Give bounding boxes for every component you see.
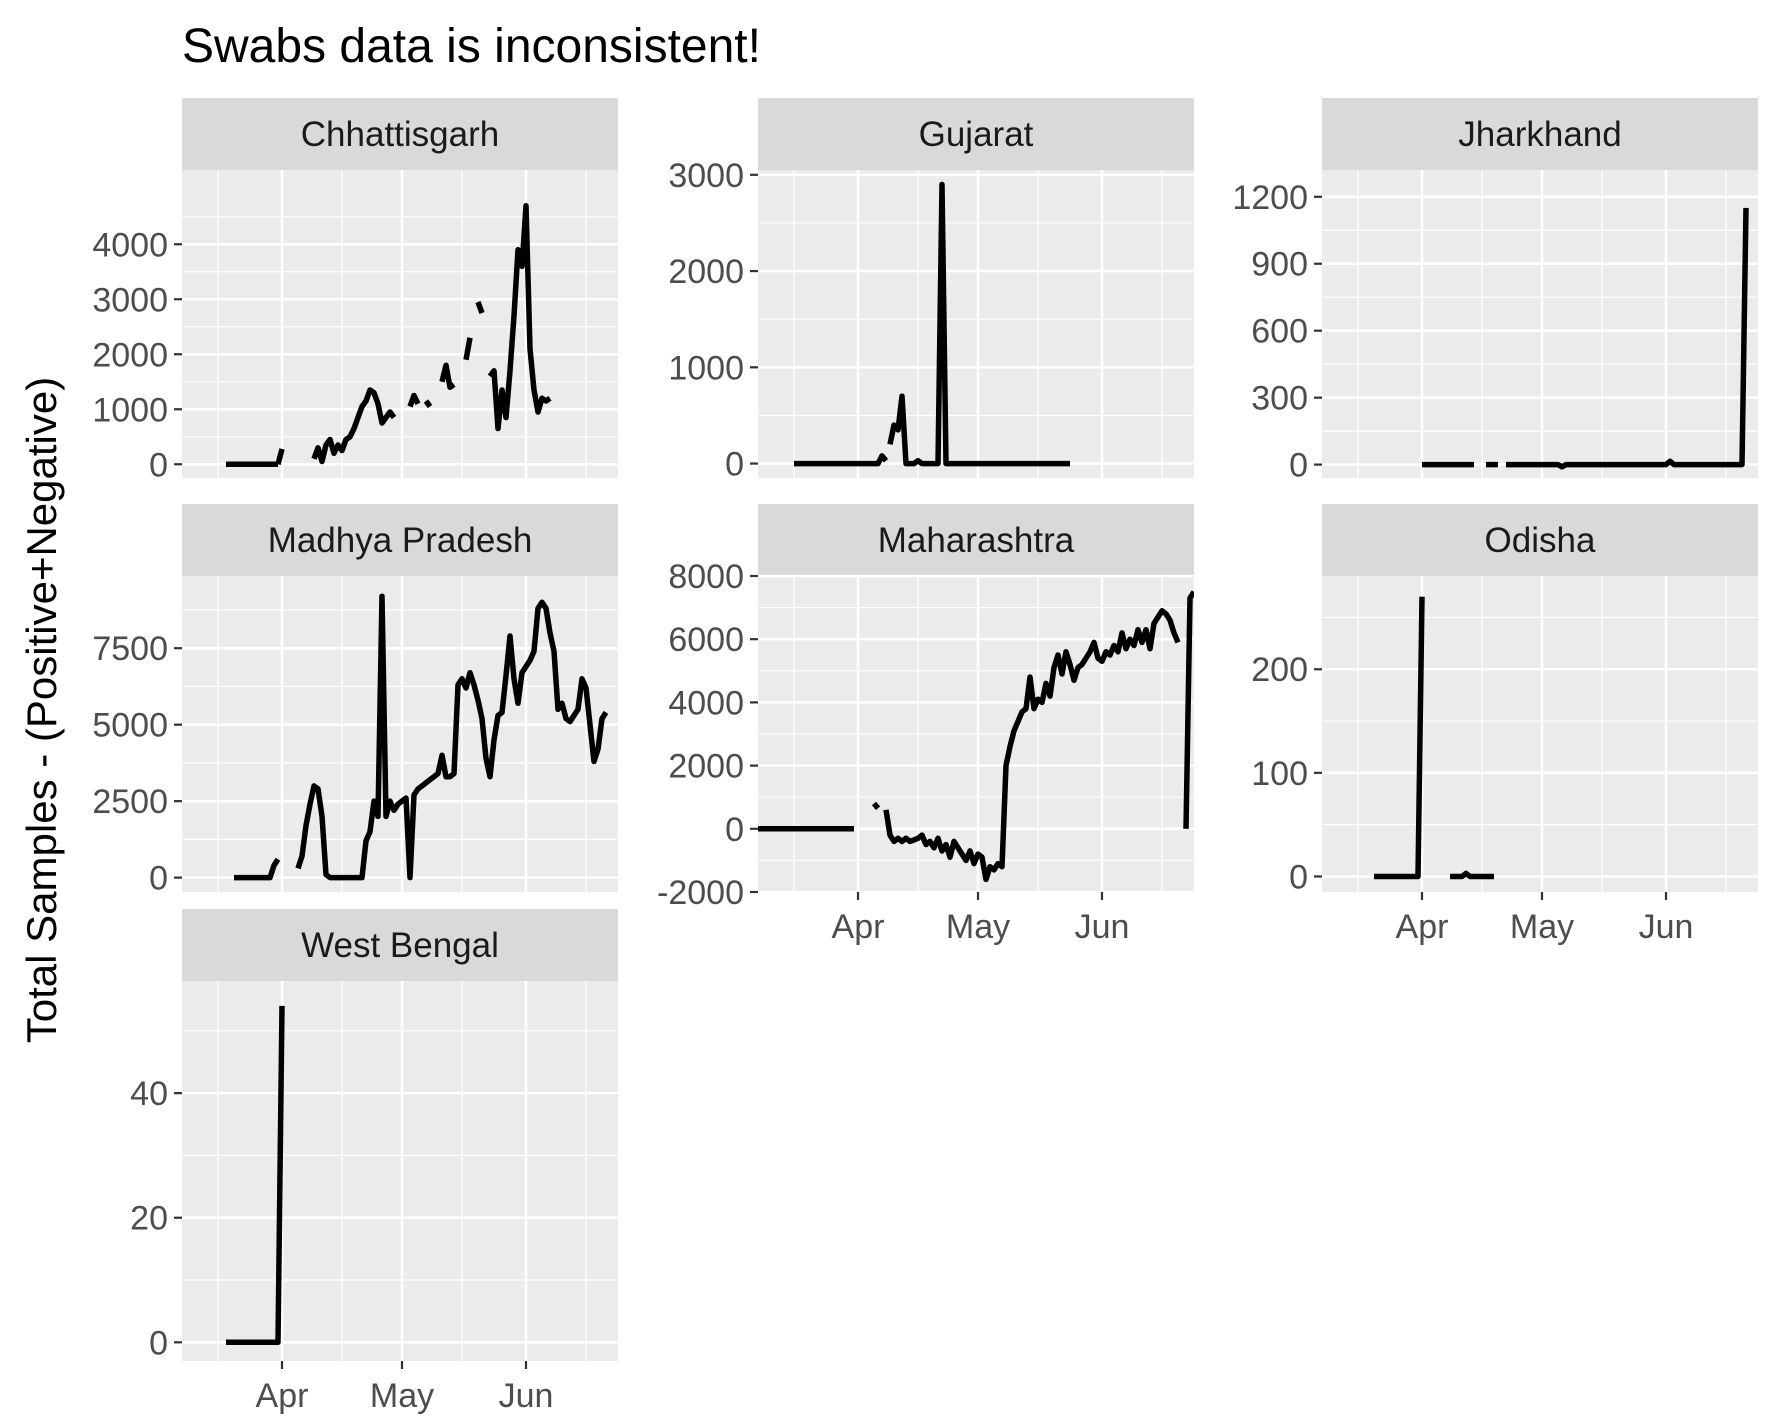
facet-panel: Maharashtra -2000 0 2000 4000 6000 8000 Apr May J… <box>657 504 1194 946</box>
series-line <box>1374 596 1425 880</box>
series-group <box>1422 207 1749 470</box>
series-group <box>758 590 1194 883</box>
y-tick-label: 0 <box>1289 858 1308 896</box>
y-tick-label: 2000 <box>668 253 744 291</box>
y-tick-label: 3000 <box>668 157 744 195</box>
series-line <box>423 399 433 409</box>
y-tick-label: 1000 <box>668 349 744 387</box>
y-tick-label: 0 <box>1289 447 1308 485</box>
y-tick-label: -2000 <box>657 874 744 912</box>
y-tick-label: 600 <box>1251 313 1308 351</box>
series-group <box>226 203 552 468</box>
panel-background <box>1322 576 1758 892</box>
x-tick-label: May <box>946 908 1010 946</box>
panel-background <box>182 170 618 478</box>
y-tick-label: 6000 <box>668 621 744 659</box>
series-line <box>311 387 397 465</box>
series-line <box>275 448 285 465</box>
facet-strip <box>182 98 618 170</box>
series-group <box>794 181 1070 467</box>
y-tick-label: 2500 <box>92 783 168 821</box>
y-tick-label: 100 <box>1251 755 1308 793</box>
panel-background <box>182 981 618 1361</box>
y-tick-label: 0 <box>149 446 168 484</box>
series-line <box>871 801 881 811</box>
series-line <box>234 857 281 881</box>
y-tick-label: 900 <box>1251 246 1308 284</box>
y-tick-label: 3000 <box>92 281 168 319</box>
y-tick-label: 0 <box>725 446 744 484</box>
x-tick-label: Apr <box>832 908 885 946</box>
y-tick-label: 300 <box>1251 380 1308 418</box>
y-tick-label: 0 <box>149 1324 168 1362</box>
panel-background <box>1322 170 1758 478</box>
x-tick-label: Jun <box>499 1377 554 1415</box>
series-group <box>226 1005 285 1346</box>
x-tick-label: Jun <box>1639 908 1694 946</box>
facet-panel: Odisha 0 100 200 Apr May Jun <box>1251 504 1758 946</box>
y-tick-label: 20 <box>130 1200 168 1238</box>
series-group <box>234 593 609 881</box>
panel-background <box>182 576 618 892</box>
series-line <box>439 362 456 391</box>
y-tick-label: 1000 <box>92 391 168 429</box>
series-line <box>463 337 473 361</box>
series-group <box>1374 596 1494 880</box>
facet-panel: Chhattisgarh 0 1000 2000 3000 4000 <box>92 98 618 484</box>
y-tick-label: 1200 <box>1232 179 1308 217</box>
x-tick-label: May <box>370 1377 434 1415</box>
series-line <box>794 453 889 467</box>
series-line <box>226 1005 285 1346</box>
facet-strip-label: Jharkhand <box>1458 115 1621 154</box>
y-tick-label: 4000 <box>92 226 168 264</box>
facet-strip <box>182 909 618 981</box>
series-line <box>1506 207 1749 470</box>
facet-strip <box>758 504 1194 576</box>
facet-strip <box>1322 98 1758 170</box>
x-tick-label: May <box>1510 908 1574 946</box>
panel-background <box>758 170 1194 478</box>
facet-strip-label: Chhattisgarh <box>301 115 499 154</box>
facet-strip-label: Gujarat <box>919 115 1034 154</box>
x-tick-label: Apr <box>1396 908 1449 946</box>
facet-strip-label: West Bengal <box>301 926 499 965</box>
facet-panel: Gujarat 0 1000 2000 3000 <box>668 98 1194 484</box>
series-line <box>887 181 950 467</box>
x-tick-label: Apr <box>256 1377 309 1415</box>
y-tick-label: 4000 <box>668 684 744 722</box>
y-tick-label: 0 <box>149 860 168 898</box>
x-tick-label: Jun <box>1075 908 1130 946</box>
y-tick-label: 5000 <box>92 707 168 745</box>
facet-strip-label: Maharashtra <box>878 521 1075 560</box>
facet-strip <box>182 504 618 576</box>
facet-panels: Chhattisgarh01000200030004000Gujarat0100… <box>92 98 1758 1415</box>
series-line <box>1183 590 1194 829</box>
facet-panel: Jharkhand 0 300 600 900 1200 <box>1232 98 1758 485</box>
facet-strip <box>758 98 1194 170</box>
facet-strip-label: Odisha <box>1485 521 1596 560</box>
y-tick-label: 7500 <box>92 630 168 668</box>
y-tick-label: 8000 <box>668 558 744 596</box>
y-tick-label: 40 <box>130 1075 168 1113</box>
y-axis-label: Total Samples - (Positive+Negative) <box>18 377 65 1043</box>
facet-strip-label: Madhya Pradesh <box>268 521 533 560</box>
facet-panel: Madhya Pradesh 0 2500 5000 7500 <box>92 504 618 898</box>
facet-strip <box>1322 504 1758 576</box>
series-line <box>407 392 421 408</box>
facet-panel: West Bengal 0 20 40 Apr May Jun <box>130 909 618 1415</box>
y-tick-label: 200 <box>1251 651 1308 689</box>
y-tick-label: 0 <box>725 811 744 849</box>
series-line <box>295 593 609 881</box>
y-tick-label: 2000 <box>668 748 744 786</box>
series-line <box>475 301 485 314</box>
series-line <box>487 203 552 432</box>
y-tick-label: 2000 <box>92 336 168 374</box>
series-line <box>1450 870 1494 880</box>
series-line <box>883 608 1181 883</box>
chart-title: Swabs data is inconsistent! <box>182 20 761 73</box>
